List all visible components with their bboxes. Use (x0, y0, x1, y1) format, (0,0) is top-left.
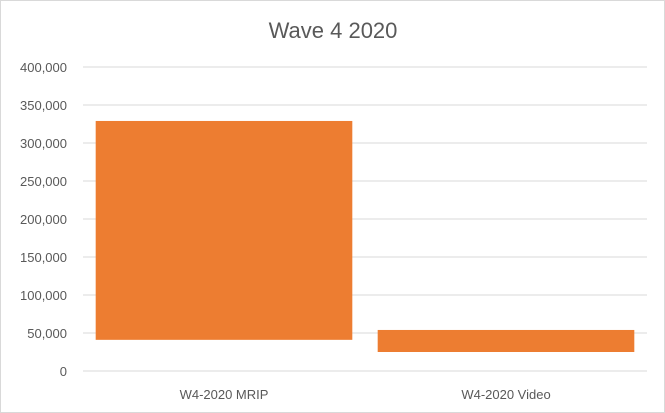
y-axis-ticks: 0 50,000 100,000 150,000 200,000 250,000 300,0… (20, 60, 67, 379)
bar-1 (95, 120, 353, 340)
bars (95, 120, 635, 352)
y-tick-label: 400,000 (20, 60, 67, 75)
y-tick-label: 350,000 (20, 98, 67, 113)
y-tick-label: 100,000 (20, 288, 67, 303)
y-tick-label: 200,000 (20, 212, 67, 227)
y-tick-label: 300,000 (20, 136, 67, 151)
x-category-label: W4-2020 Video (461, 387, 550, 402)
y-tick-label: 250,000 (20, 174, 67, 189)
chart-title: Wave 4 2020 (269, 18, 398, 43)
y-tick-label: 0 (60, 364, 67, 379)
x-category-label: W4-2020 MRIP (180, 387, 269, 402)
x-axis-categories: W4-2020 MRIP W4-2020 Video (180, 387, 551, 402)
y-tick-label: 150,000 (20, 250, 67, 265)
y-tick-label: 50,000 (27, 326, 67, 341)
bar-2 (377, 329, 635, 352)
